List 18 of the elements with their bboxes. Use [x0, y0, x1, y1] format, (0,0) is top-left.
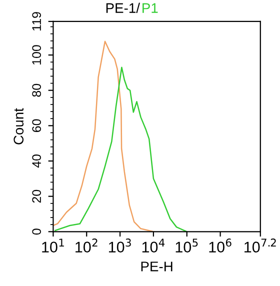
- y-tick-label: 119: [32, 12, 42, 30]
- text: P1: [142, 3, 158, 13]
- x-tick-label: 10$^{7.2}$: [244, 238, 276, 252]
- y-tick-label: 0: [32, 228, 42, 235]
- x-tick-label: 10$^{6}$: [209, 238, 232, 252]
- y-axis-title: Count: [14, 108, 24, 144]
- y-tick-label: 20: [32, 190, 42, 203]
- chart-title: PE-1/: [106, 2, 140, 13]
- x-tick-label: 10$^{3}$: [108, 238, 131, 252]
- y-tick-label: 40: [32, 154, 42, 168]
- x-tick-label: 10$^{5}$: [176, 238, 198, 252]
- x-tick-label: 10$^{4}$: [142, 238, 165, 252]
- y-tick-label: 60: [32, 119, 42, 132]
- x-axis-title: PE-H: [141, 262, 172, 272]
- x-tick-label: 10$^{2}$: [76, 238, 98, 252]
- y-tick-label: 80: [32, 84, 42, 97]
- y-tick-label: 100: [32, 45, 42, 64]
- x-tick-label: 10$^{1}$: [42, 238, 64, 252]
